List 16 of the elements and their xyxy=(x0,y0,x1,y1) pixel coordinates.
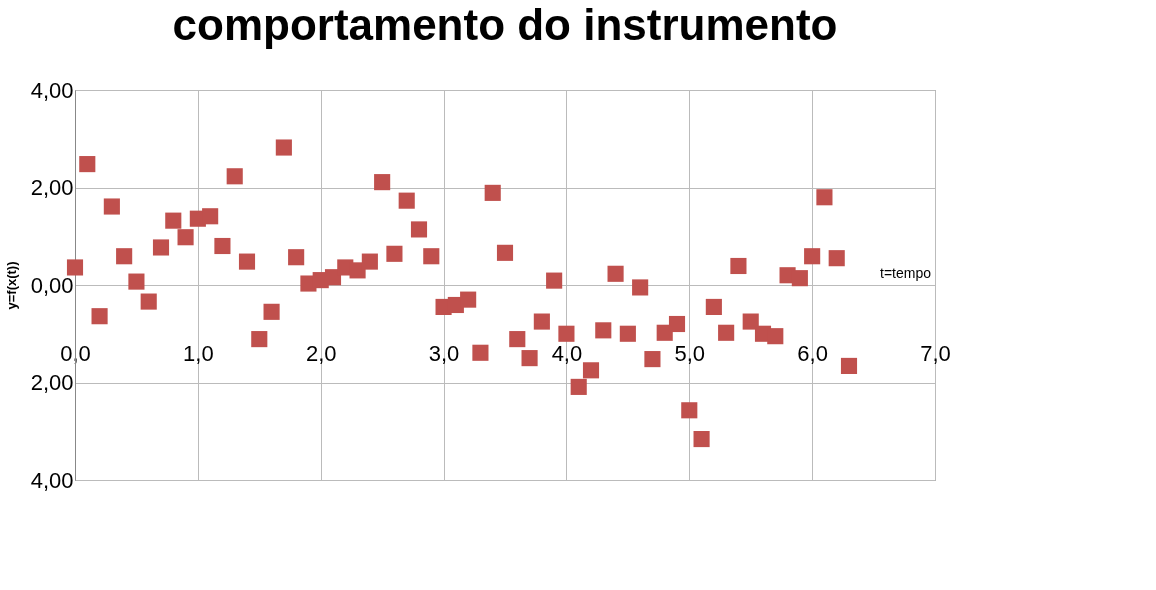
y-tick-label: 4,00 xyxy=(30,467,74,493)
x-tick-label: 0,0 xyxy=(60,340,91,366)
chart-title: comportamento do instrumento xyxy=(172,0,838,49)
y-tick-label: 2,00 xyxy=(30,175,74,200)
x-tick-label: 7,0 xyxy=(920,340,951,366)
y-tick-label: 0,00 xyxy=(30,272,74,298)
x-tick-label: 1,0 xyxy=(183,340,214,366)
x-tick-label: 5,0 xyxy=(674,340,706,366)
y-tick-label: 4,00 xyxy=(30,77,74,103)
y-axis-title: y=f(x(t)) xyxy=(3,261,19,310)
x-tick-label: 3,0 xyxy=(428,340,460,366)
x-tick-label: 2,0 xyxy=(305,340,337,366)
x-tick-label: 6,0 xyxy=(797,340,828,366)
x-tick-label: 4,0 xyxy=(551,340,583,366)
y-tick-label: 2,00 xyxy=(30,370,74,395)
x-axis-title: t=tempo xyxy=(880,265,932,281)
